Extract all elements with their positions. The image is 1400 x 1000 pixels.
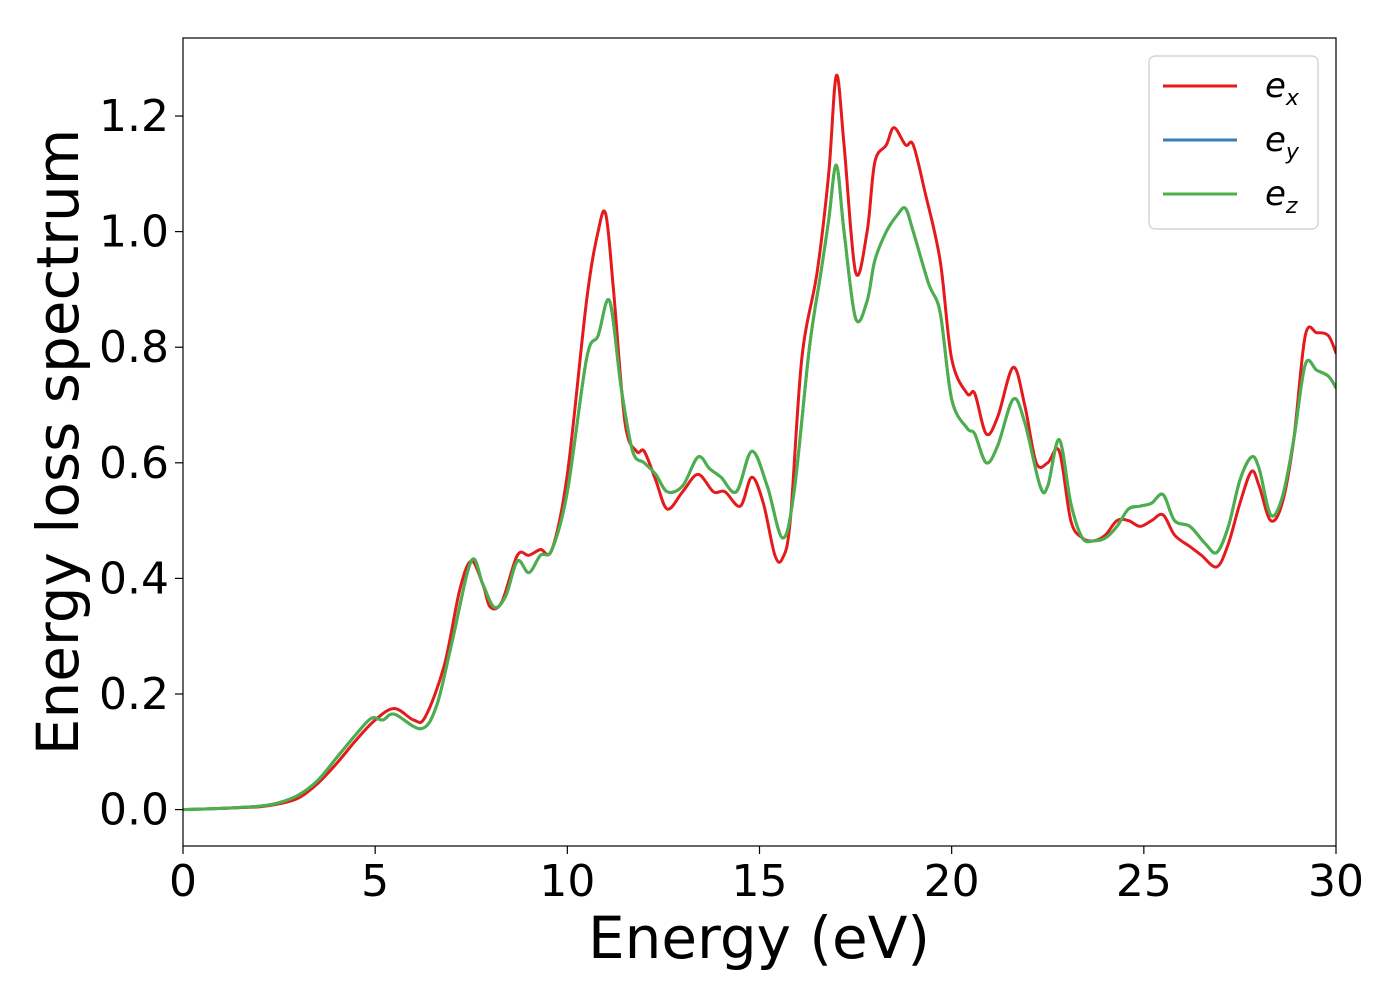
legend: ex ey ez <box>1148 55 1319 230</box>
legend-label-e-x: ex <box>1265 66 1300 111</box>
x-tick-label: 10 <box>539 856 595 907</box>
x-tick-label: 30 <box>1308 856 1364 907</box>
legend-label-e-z: ez <box>1265 174 1298 219</box>
x-tick-label: 20 <box>924 856 980 907</box>
y-tick-label: 1.2 <box>99 91 169 142</box>
y-axis-title: Energy loss spectrum <box>24 129 92 755</box>
x-tick-label: 15 <box>732 856 788 907</box>
y-tick-label: 0.4 <box>99 553 169 604</box>
y-tick-label: 0.8 <box>99 322 169 373</box>
y-tick-label: 1.0 <box>99 207 169 258</box>
x-axis-ticks: 0 5 10 15 20 25 30 <box>169 846 1364 907</box>
y-axis-ticks: 0.0 0.2 0.4 0.6 0.8 1.0 1.2 <box>99 91 183 836</box>
legend-label-e-y: ey <box>1265 120 1300 165</box>
x-tick-label: 0 <box>169 856 197 907</box>
series-layer <box>183 74 1336 812</box>
legend-box <box>1148 55 1319 230</box>
y-tick-label: 0.6 <box>99 438 169 489</box>
y-tick-label: 0.0 <box>99 785 169 836</box>
x-tick-label: 25 <box>1116 856 1172 907</box>
series-line-e-z <box>183 163 1336 812</box>
x-axis-title: Energy (eV) <box>588 904 930 972</box>
x-tick-label: 5 <box>361 856 389 907</box>
y-tick-label: 0.2 <box>99 669 169 720</box>
